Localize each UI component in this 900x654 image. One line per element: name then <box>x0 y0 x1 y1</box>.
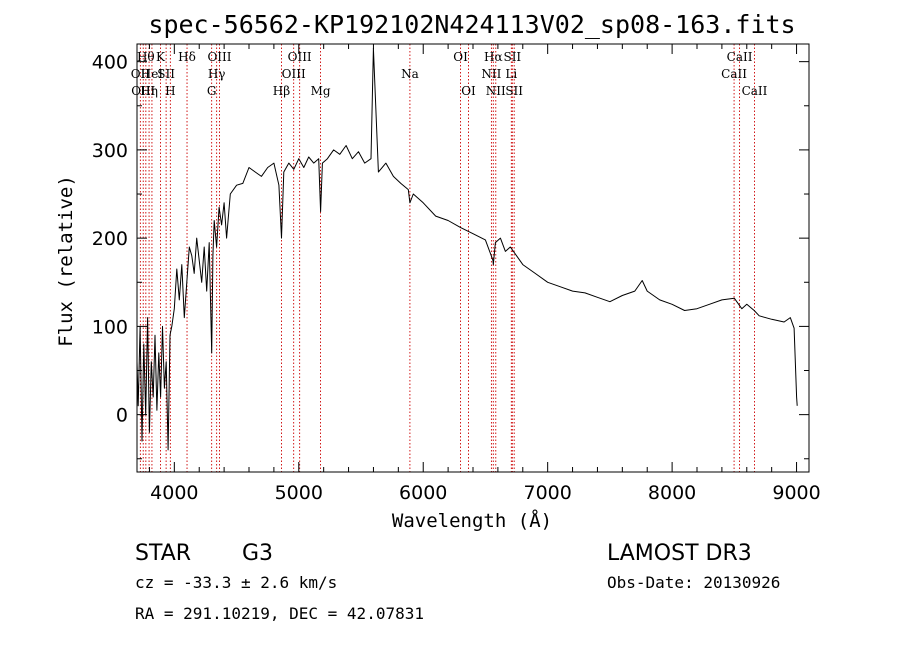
emission-line-label: NII <box>486 84 506 98</box>
emission-line-label: Hγ <box>208 67 226 81</box>
x-tick-label: 9000 <box>772 482 820 504</box>
x-tick-label: 8000 <box>648 482 696 504</box>
emission-line-label: SII <box>157 67 175 81</box>
obs-date: Obs-Date: 20130926 <box>607 573 780 592</box>
emission-line-label: OIII <box>207 50 231 64</box>
emission-line-label: Hδ <box>178 50 196 64</box>
x-tick-label: 7000 <box>523 482 571 504</box>
emission-line-label: OI <box>461 84 476 98</box>
emission-line-label: CaII <box>721 67 747 81</box>
y-tick-label: 300 <box>92 140 128 162</box>
x-axis-label: Wavelength (Å) <box>392 509 552 532</box>
spectrum-series-line <box>136 47 798 451</box>
x-tick-label: 4000 <box>150 482 198 504</box>
emission-line-label: G <box>207 84 217 98</box>
emission-line-label: Na <box>401 67 419 81</box>
emission-line-label: SII <box>505 84 523 98</box>
emission-line-label: Hθ <box>137 50 155 64</box>
emission-line-label: HeI <box>141 67 164 81</box>
emission-line-label: Hα <box>484 50 503 64</box>
redshift-readout: cz = -33.3 ± 2.6 km/s <box>135 573 337 592</box>
emission-line-label: OI <box>453 50 468 64</box>
x-tick-label: 5000 <box>275 482 323 504</box>
emission-line-label: H <box>165 84 175 98</box>
y-axis-label: Flux (relative) <box>55 175 77 347</box>
emission-line-label: OII <box>131 67 151 81</box>
coordinates: RA = 291.10219, DEC = 42.07831 <box>135 604 424 623</box>
emission-line-markers <box>139 44 755 472</box>
y-tick-label: 0 <box>116 405 128 427</box>
emission-line-label: CaII <box>742 84 768 98</box>
y-axis: 0 100 200 300 400 <box>92 52 809 460</box>
emission-line-label: OIII <box>282 67 306 81</box>
y-tick-label: 100 <box>92 316 128 338</box>
emission-line-label: SII <box>503 50 521 64</box>
object-subclass: G3 <box>242 541 273 566</box>
emission-line-label: Hη <box>140 84 158 98</box>
emission-line-label: CaII <box>727 50 753 64</box>
plot-frame <box>136 43 810 473</box>
series-layer <box>136 47 798 451</box>
chart-title: spec-56562-KP192102N424113V02_sp08-163.f… <box>148 10 795 39</box>
info-panel: STAR G3 LAMOST DR3 cz = -33.3 ± 2.6 km/s… <box>135 541 780 623</box>
emission-line-label: OIII <box>288 50 312 64</box>
survey-name: LAMOST DR3 <box>607 541 752 566</box>
x-axis: 4000 5000 6000 7000 8000 9000 <box>148 44 821 504</box>
emission-line-label: K <box>156 50 166 64</box>
y-tick-label: 200 <box>92 228 128 250</box>
emission-line-label: Li <box>505 67 517 81</box>
object-class: STAR <box>135 541 191 566</box>
emission-line-labels: OIIOIIIHθHηHeIKSIIHHδGHγOIIIHβOIIIOIIIMg… <box>131 50 768 98</box>
emission-line-label: Mg <box>311 84 331 98</box>
emission-line-label: Hβ <box>273 84 290 98</box>
y-tick-label: 400 <box>92 52 128 74</box>
emission-line-label: NII <box>481 67 501 81</box>
x-tick-label: 6000 <box>399 482 447 504</box>
